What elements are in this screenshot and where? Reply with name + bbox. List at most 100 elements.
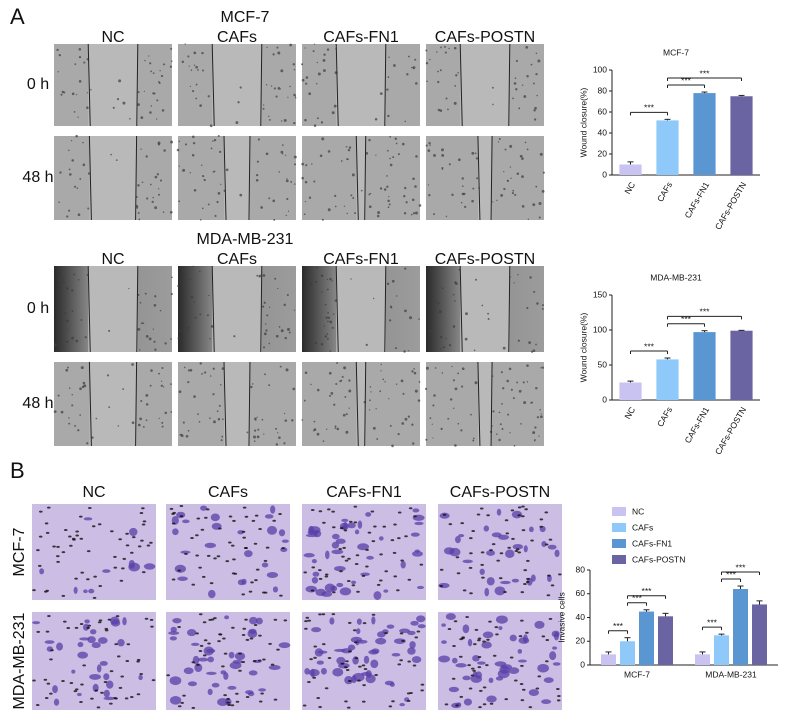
cell [273, 218, 276, 221]
cell [539, 408, 541, 411]
stained-cell [517, 659, 527, 663]
cell [210, 325, 214, 328]
cell [73, 110, 76, 113]
bar [693, 93, 716, 175]
cell [393, 64, 396, 67]
stained-cell [248, 670, 258, 676]
stained-cell [264, 514, 274, 519]
stained-cell [477, 661, 486, 665]
cell [187, 329, 190, 332]
cell [321, 218, 324, 221]
cell [310, 383, 312, 386]
cell [70, 139, 73, 142]
pore [489, 549, 493, 552]
pore [235, 692, 239, 695]
stained-cell [91, 642, 101, 649]
wound-edge [211, 43, 215, 127]
stained-cell [102, 569, 111, 573]
pore [68, 535, 72, 538]
pore [44, 522, 49, 525]
cell [429, 144, 431, 146]
pore [202, 621, 207, 624]
pore [217, 640, 221, 643]
stained-cell [363, 655, 370, 664]
cell [348, 407, 350, 409]
cell [255, 178, 259, 182]
cell [201, 207, 204, 210]
cell [177, 337, 180, 340]
y-tick-label: 80 [576, 564, 586, 574]
wound-image [424, 361, 545, 447]
stained-cell [176, 511, 186, 519]
pore [354, 641, 358, 644]
wound-edge [477, 361, 481, 447]
cell [498, 137, 501, 141]
pore [459, 695, 464, 698]
pore [363, 667, 368, 670]
pore [61, 679, 65, 682]
cell [286, 178, 288, 180]
pore [216, 555, 221, 558]
pore [80, 571, 85, 574]
pore [94, 689, 99, 692]
pore [43, 678, 48, 681]
cell [404, 186, 407, 190]
cell [145, 334, 149, 338]
pore [496, 559, 501, 562]
wound-edge [87, 43, 91, 127]
stained-cell [365, 674, 376, 684]
stained-cell [399, 628, 411, 634]
pore [172, 511, 177, 514]
pore [235, 700, 240, 703]
cell [434, 367, 437, 369]
stained-cell [172, 618, 182, 624]
stained-cell [310, 668, 315, 678]
cell [343, 205, 346, 207]
stained-cell [541, 541, 547, 548]
cell [79, 414, 81, 416]
cell [329, 350, 332, 352]
pore [149, 541, 153, 544]
pore [544, 543, 549, 546]
cell [455, 74, 458, 77]
pore [125, 532, 129, 535]
cell [209, 417, 211, 420]
cell [412, 177, 415, 180]
cell [145, 403, 149, 406]
cell [185, 434, 189, 438]
cell [377, 211, 381, 215]
cell [159, 69, 161, 72]
cell [198, 420, 201, 423]
pore [47, 614, 51, 617]
cell [272, 199, 276, 203]
cell [77, 429, 80, 432]
pore [416, 630, 421, 633]
stained-cell [543, 677, 554, 684]
pore [113, 566, 118, 569]
stained-cell [357, 543, 370, 551]
wound-edge [459, 43, 463, 127]
pore [347, 557, 351, 560]
cell [379, 390, 382, 393]
pore [223, 694, 227, 697]
cell [329, 277, 332, 281]
cell [212, 140, 214, 142]
pore [495, 633, 499, 636]
image-bg [302, 504, 426, 600]
cell [465, 312, 468, 316]
pore [273, 618, 278, 621]
cell [77, 116, 79, 118]
bar [601, 654, 616, 665]
pore [511, 537, 515, 540]
pore [142, 520, 147, 523]
x-tick-label: MCF-7 [624, 669, 650, 679]
wound-image [425, 43, 544, 127]
stained-cell [169, 695, 182, 705]
pore [37, 564, 42, 567]
pore [141, 507, 145, 510]
cell [526, 306, 529, 310]
wound-image [54, 134, 174, 221]
pore [78, 515, 83, 518]
pore [509, 656, 514, 659]
pore [521, 515, 525, 518]
